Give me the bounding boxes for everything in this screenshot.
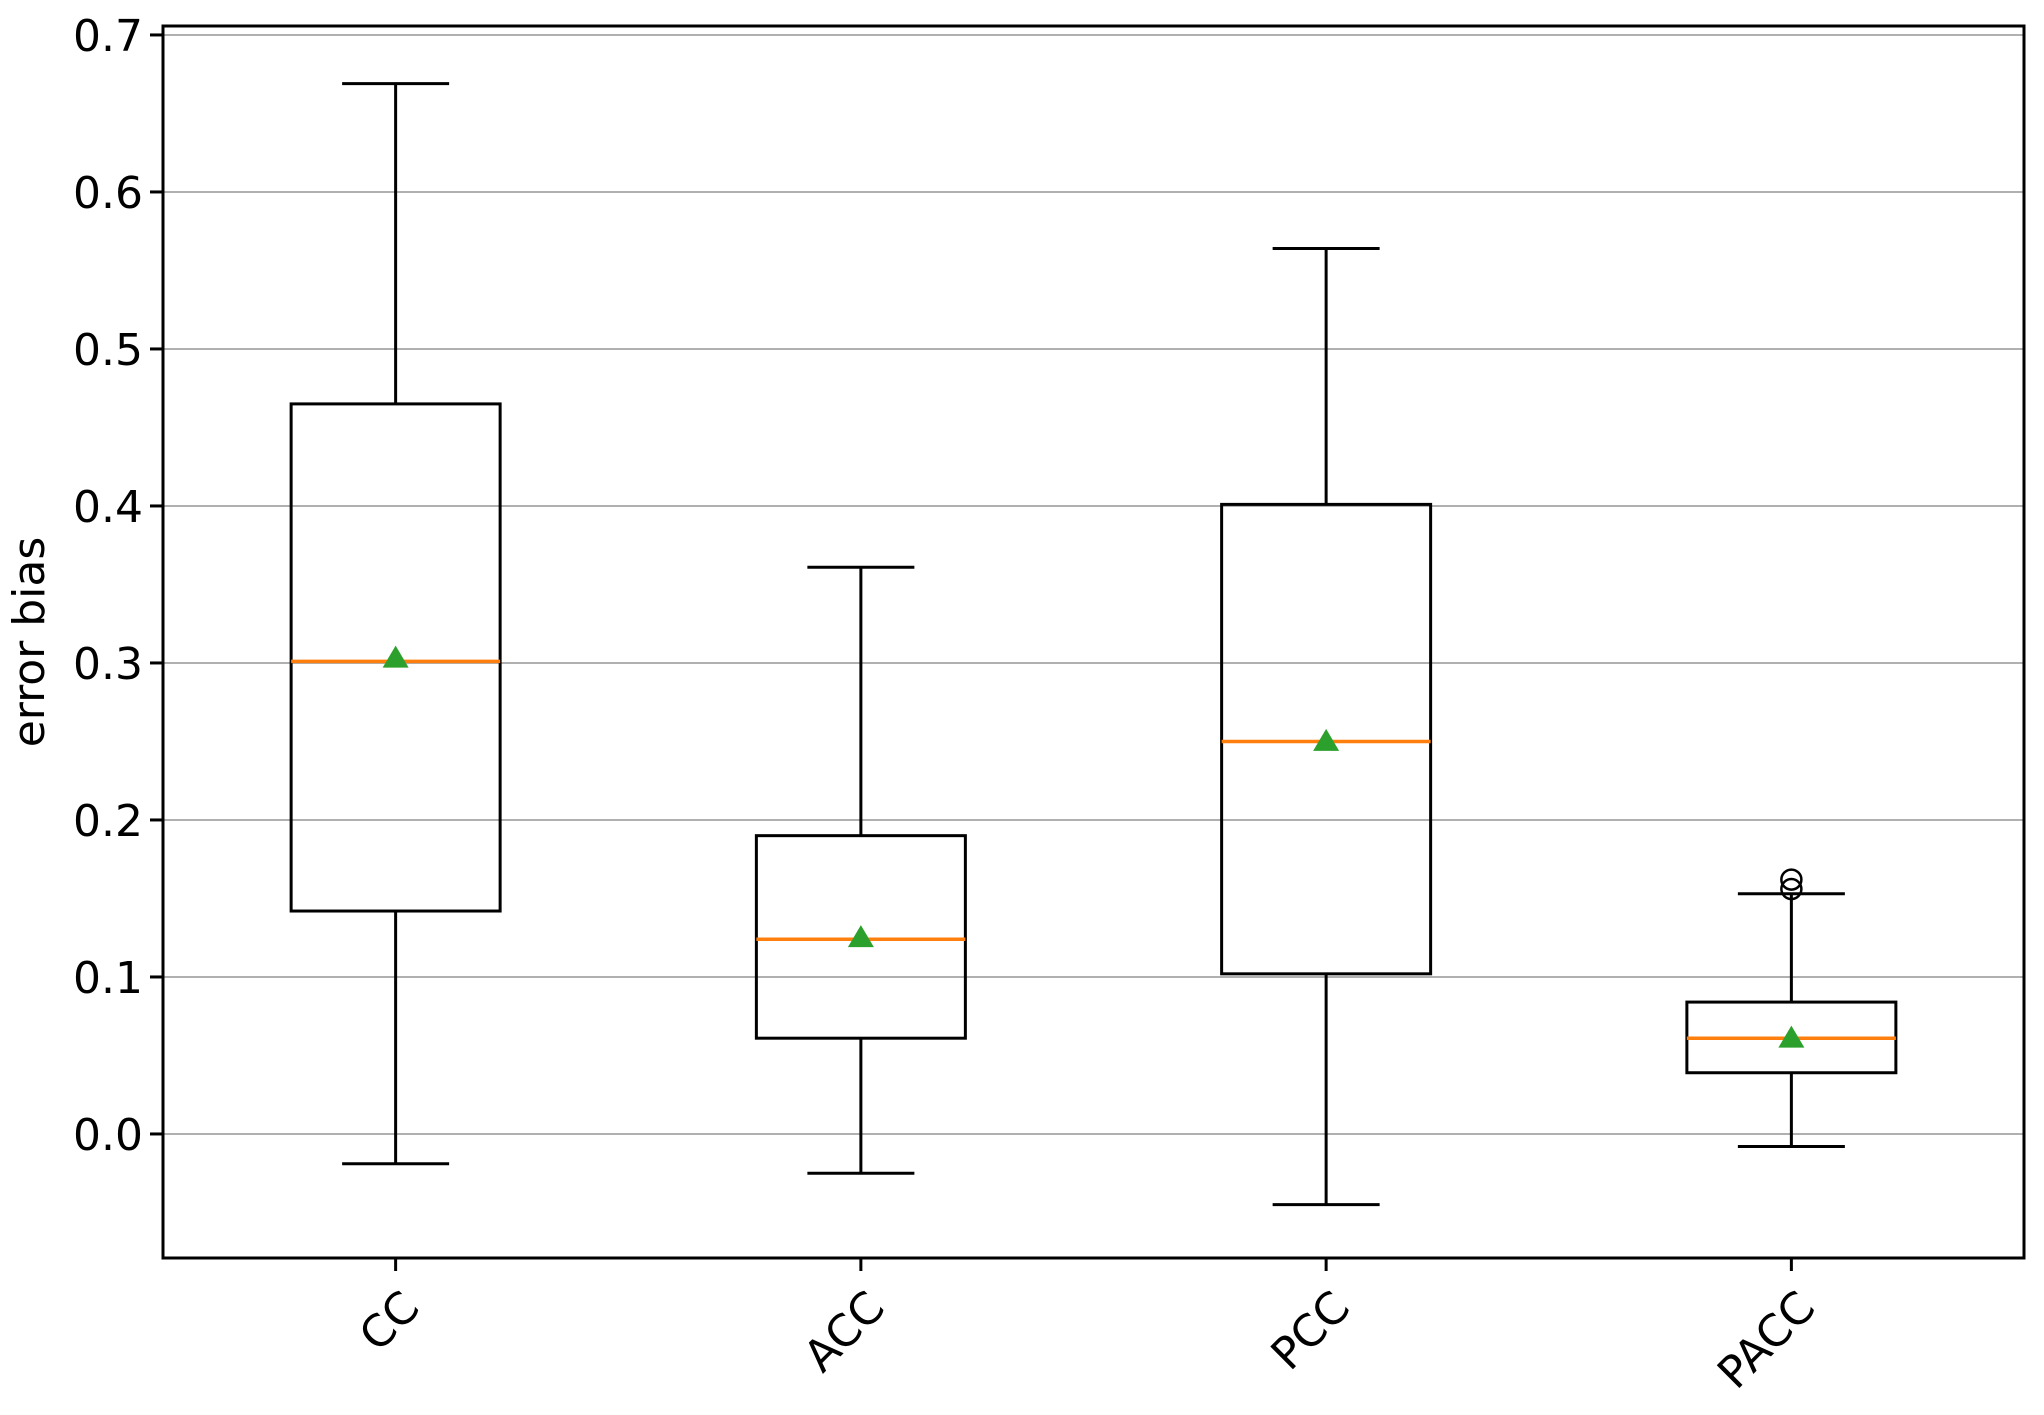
iqr-box-ACC (754, 834, 967, 1040)
x-tick-label-PCC: PCC (1262, 1282, 1360, 1380)
mean-marker-ACC (847, 925, 874, 948)
iqr-box-PCC (1220, 502, 1433, 976)
x-tick-label-PACC: PACC (1708, 1282, 1825, 1399)
x-tick-label-ACC: ACC (794, 1282, 894, 1382)
mean-marker-PCC (1313, 728, 1340, 751)
y-tick-label: 0.1 (73, 953, 143, 1004)
y-axis-label: error bias (4, 537, 55, 748)
y-tick-label: 0.2 (73, 796, 143, 847)
plot-border (161, 24, 2026, 1260)
outlier-marker-PACC (1780, 877, 1803, 901)
y-tick-label: 0.7 (73, 11, 143, 62)
x-tick-label-CC: CC (350, 1282, 430, 1362)
y-tick-label: 0.5 (73, 325, 143, 376)
y-tick-label: 0.4 (73, 482, 143, 533)
y-tick-label: 0.0 (73, 1110, 143, 1161)
y-tick-label: 0.3 (73, 639, 143, 690)
outlier-marker-PACC (1780, 868, 1803, 891)
mean-marker-CC (382, 645, 409, 668)
y-tick-label: 0.6 (73, 168, 143, 219)
iqr-box-CC (289, 402, 502, 913)
mean-marker-PACC (1778, 1025, 1805, 1048)
